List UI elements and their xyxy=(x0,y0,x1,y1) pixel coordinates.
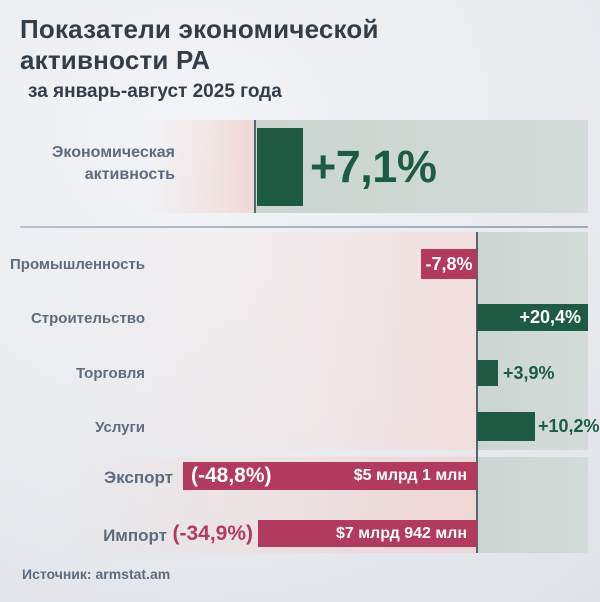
hero-value: +7,1% xyxy=(310,141,437,192)
hero-axis-line xyxy=(254,120,256,213)
positive-zone-lower xyxy=(478,457,588,553)
bar-construction: +20,4% xyxy=(477,304,588,331)
bar-trade xyxy=(477,360,498,386)
hero-band: +7,1% xyxy=(150,120,588,213)
negative-gradient-zone-upper xyxy=(60,232,477,450)
page-title-line1: Показатели экономической xyxy=(20,14,379,44)
hero-positive-zone xyxy=(256,120,588,213)
row-label-export: Экспорт xyxy=(104,468,173,487)
section-divider xyxy=(20,226,588,228)
bar-value-services: +10,2% xyxy=(538,416,600,436)
row-label-import: Импорт xyxy=(103,526,167,545)
page-subtitle: за январь-август 2025 года xyxy=(28,81,282,102)
bar-amount-import: $7 млрд 942 млн xyxy=(335,524,467,542)
row-label-trade: Торговля xyxy=(75,365,145,382)
hero-label: Экономическая активность xyxy=(52,144,175,183)
bar-percent-export: (-48,8%) xyxy=(191,464,272,487)
bar-services xyxy=(477,412,535,441)
bar-value-trade: +3,9% xyxy=(503,363,555,383)
bar-value-industry: -7,8% xyxy=(425,253,473,274)
hero-negative-zone xyxy=(150,120,254,213)
bar-export: (-48,8%) $5 млрд 1 млн xyxy=(183,462,477,490)
row-label-construction: Строительство xyxy=(30,310,145,327)
bar-industry: -7,8% xyxy=(421,249,477,279)
bar-percent-import: (-34,9%) xyxy=(172,522,253,545)
row-label-services: Услуги xyxy=(95,419,145,436)
baseline-axis xyxy=(476,232,478,553)
bar-import: $7 млрд 942 млн xyxy=(258,520,477,547)
hero-bar xyxy=(257,128,303,206)
bar-amount-export: $5 млрд 1 млн xyxy=(353,467,467,484)
row-label-industry: Промышленность xyxy=(10,256,145,273)
source-note: Источник: armstat.am xyxy=(22,566,171,582)
page-title-line2: активности РА xyxy=(20,45,211,75)
